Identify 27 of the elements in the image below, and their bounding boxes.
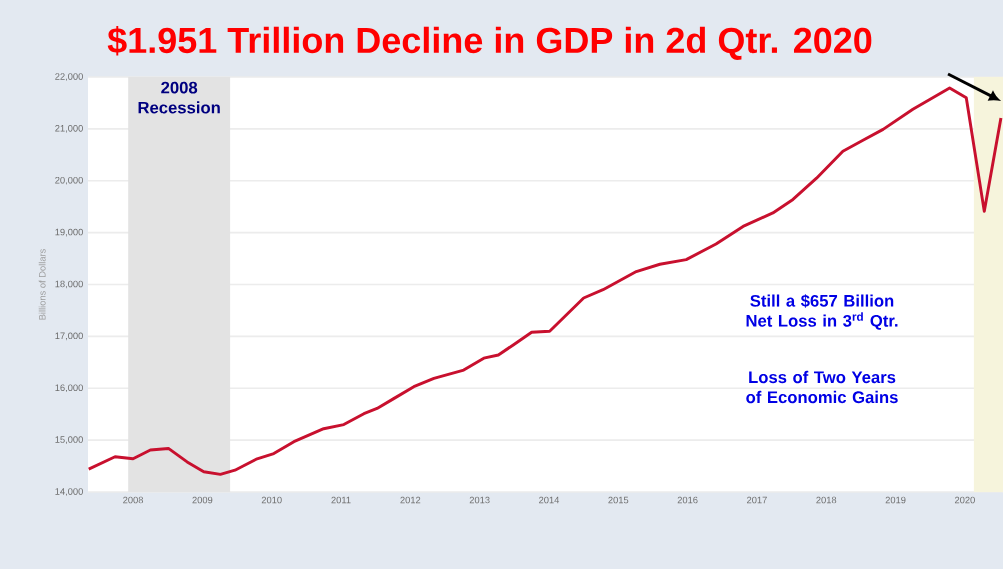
y-tick-label: 19,000	[55, 228, 83, 237]
x-tick-label: 2018	[816, 496, 837, 504]
x-tick-label: 2019	[885, 496, 906, 504]
x-tick-label: 2013	[469, 496, 490, 504]
x-tick-label: 2015	[608, 496, 629, 504]
x-tick-label: 2012	[400, 496, 421, 504]
band-label: 2008 Recession	[138, 81, 220, 114]
x-tick-label: 2011	[331, 496, 351, 504]
x-tick-label: 2017	[747, 496, 767, 504]
chart-title: $1.951 Trillion Decline in GDP in 2d Qtr. 2020	[107, 26, 872, 60]
y-tick-label: 16,000	[55, 384, 83, 393]
y-tick-label: 18,000	[55, 280, 83, 289]
y-tick-label: 20,000	[55, 176, 83, 185]
x-tick-label: 2008	[123, 496, 144, 504]
x-tick-label: 2016	[677, 496, 698, 504]
y-tick-label: 15,000	[55, 436, 83, 444]
annotation: Still a $657 Billion Net Loss in 3$^{rd}$ Qtr.	[746, 294, 898, 330]
x-tick-label: 2010	[261, 496, 282, 504]
annotation: Loss of Two Years of Economic Gains	[746, 370, 898, 404]
y-tick-label: 21,000	[55, 125, 83, 133]
x-tick-label: 2020	[954, 496, 975, 504]
x-tick-label: 2014	[539, 496, 560, 504]
x-tick-label: 2009	[192, 496, 213, 504]
y-tick-label: 14,000	[55, 488, 83, 496]
y-tick-label: 22,000	[55, 73, 83, 81]
y-axis-title: Billions of Dollars	[38, 249, 46, 320]
y-tick-label: 17,000	[55, 332, 83, 341]
